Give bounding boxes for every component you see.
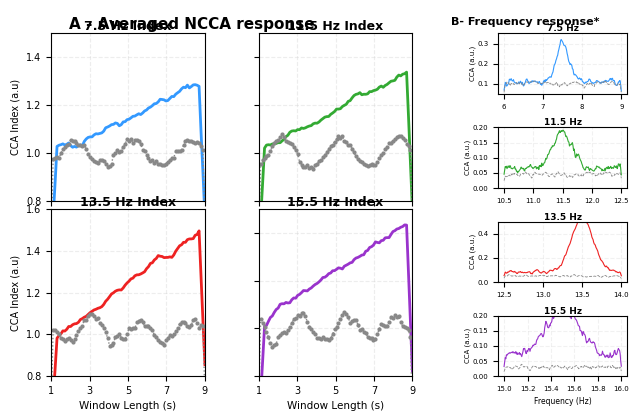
Title: 13.5 Hz Index: 13.5 Hz Index — [80, 196, 176, 209]
Title: 7.5 Hz Index: 7.5 Hz Index — [84, 20, 172, 33]
Text: A - Averaged NCCA response: A - Averaged NCCA response — [69, 17, 315, 32]
Title: 15.5 Hz: 15.5 Hz — [544, 306, 582, 316]
Y-axis label: CCA Index (a.u): CCA Index (a.u) — [10, 79, 20, 155]
Title: 7.5 Hz: 7.5 Hz — [547, 24, 579, 33]
Text: B- Frequency response*: B- Frequency response* — [451, 17, 599, 27]
X-axis label: Window Length (s): Window Length (s) — [287, 401, 384, 411]
Y-axis label: CCA (a.u.): CCA (a.u.) — [465, 328, 471, 364]
Title: 11.5 Hz: 11.5 Hz — [544, 118, 582, 127]
Y-axis label: CCA Index (a.u): CCA Index (a.u) — [10, 255, 20, 331]
Title: 13.5 Hz: 13.5 Hz — [544, 212, 582, 222]
Y-axis label: CCA (a.u.): CCA (a.u.) — [469, 234, 476, 270]
Title: 15.5 Hz Index: 15.5 Hz Index — [287, 196, 384, 209]
Y-axis label: CCA (a.u.): CCA (a.u.) — [469, 46, 476, 82]
X-axis label: Window Length (s): Window Length (s) — [79, 401, 177, 411]
Title: 11.5 Hz Index: 11.5 Hz Index — [287, 20, 384, 33]
X-axis label: Frequency (Hz): Frequency (Hz) — [534, 398, 591, 406]
Y-axis label: CCA (a.u.): CCA (a.u.) — [465, 140, 471, 176]
